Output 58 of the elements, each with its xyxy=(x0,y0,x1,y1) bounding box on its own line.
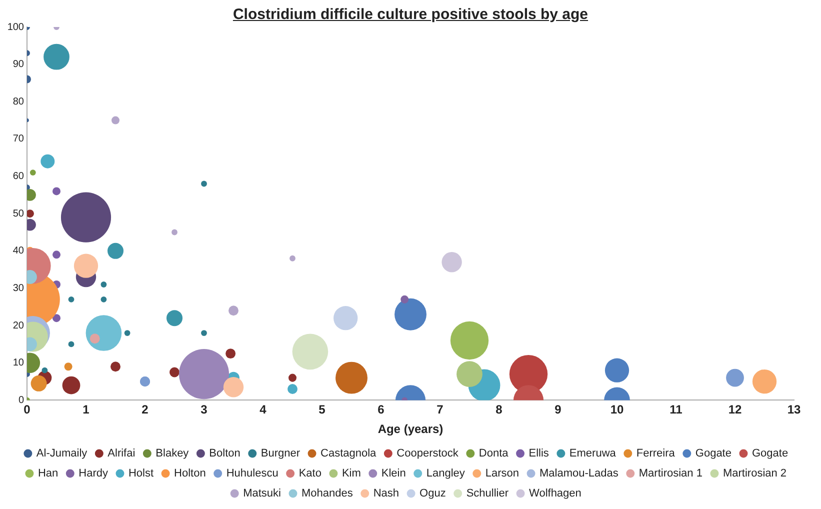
legend-label: Klein xyxy=(381,468,406,480)
legend-label: Ferreira xyxy=(636,448,676,460)
legend-label: Oguz xyxy=(420,488,446,500)
y-tick-label: 20 xyxy=(12,320,24,332)
x-tick-label: 1 xyxy=(82,402,90,417)
x-tick-label: 2 xyxy=(142,402,149,417)
x-tick-label: 13 xyxy=(787,402,801,417)
legend-label: Larson xyxy=(485,468,520,480)
legend-label: Wolfhagen xyxy=(529,488,582,500)
legend-label: Schullier xyxy=(466,488,509,500)
x-tick-label: 8 xyxy=(496,402,503,417)
x-tick-label: 11 xyxy=(670,402,683,417)
x-tick-label: 7 xyxy=(436,402,444,417)
legend-label: Malamou-Ladas xyxy=(540,468,619,480)
legend-label: Cooperstock xyxy=(396,448,459,460)
legend-label: Emeruwa xyxy=(569,448,617,460)
y-tick-label: 90 xyxy=(12,59,24,70)
legend-label: Langley xyxy=(426,468,466,480)
y-tick-label: 30 xyxy=(12,282,24,294)
legend-label: Mohandes xyxy=(301,488,354,500)
x-tick-label: 12 xyxy=(728,402,742,417)
x-axis-title: Age (years) xyxy=(378,422,444,436)
x-tick-label: 5 xyxy=(318,402,326,417)
legend-label: Burgner xyxy=(260,448,300,460)
legend-label: Blakey xyxy=(156,448,190,460)
y-tick-label: 100 xyxy=(7,22,24,33)
y-tick-label: 10 xyxy=(12,358,24,369)
legend-label: Bolton xyxy=(209,448,240,460)
legend-label: Martirosian 1 xyxy=(638,468,702,480)
legend-label: Hardy xyxy=(78,468,108,480)
x-tick-label: 4 xyxy=(260,402,267,417)
y-tick-label: 60 xyxy=(12,171,24,182)
x-tick-label: 6 xyxy=(378,402,385,417)
y-tick-label: 40 xyxy=(12,246,24,257)
legend-label: Nash xyxy=(373,488,400,500)
legend-label: Alrifai xyxy=(108,448,136,460)
legend-label: Gogate xyxy=(752,448,788,460)
legend-label: Kato xyxy=(298,468,322,480)
x-tick-label: 3 xyxy=(200,402,208,417)
legend-label: Kim xyxy=(342,468,361,480)
chart-title: Clostridium difficile culture positive stools by age xyxy=(232,6,590,23)
legend-label: Castagnola xyxy=(320,448,378,460)
y-tick-label: 80 xyxy=(12,96,24,108)
legend-label: Ellis xyxy=(528,448,550,460)
legend-label: Huhulescu xyxy=(226,468,278,480)
legend-label: Matsuki xyxy=(243,488,281,500)
legend-label: Gogate xyxy=(695,448,732,460)
legend-label: Al-Jumaily xyxy=(36,448,88,460)
legend-label: Martirosian 2 xyxy=(722,468,787,480)
y-tick-label: 50 xyxy=(12,208,24,220)
legend-label: Holton xyxy=(174,468,206,480)
x-tick-label: 10 xyxy=(610,402,624,417)
x-tick-label: 9 xyxy=(554,402,562,417)
legend-label: Holst xyxy=(128,468,154,480)
y-tick-label: 0 xyxy=(18,394,24,406)
legend-label: Donta xyxy=(478,448,510,460)
legend-label: Han xyxy=(38,468,58,480)
y-tick-label: 70 xyxy=(12,134,24,145)
